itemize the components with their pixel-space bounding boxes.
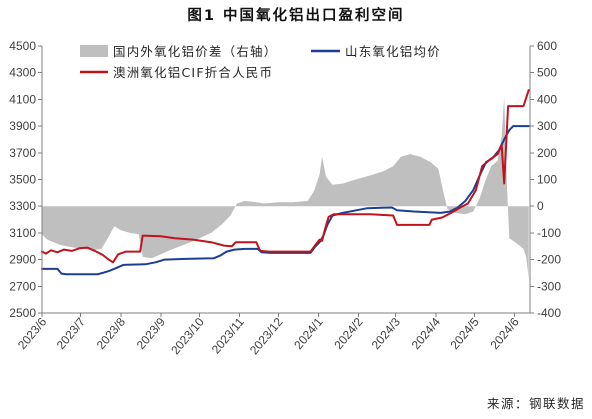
y-right-tick-label: -300 [537,279,561,293]
legend-swatch-spread [80,45,108,57]
shandong-avg-price-line [41,125,530,276]
y-left-tick-label: 4100 [9,92,36,106]
y-left-tick-label: 4300 [9,66,36,80]
y-right-tick-label: 100 [537,173,557,187]
y-right-tick-label: 600 [537,39,557,53]
y-right-tick-label: -400 [537,306,561,320]
spread-area [42,96,529,279]
y-left-tick-label: 2900 [9,253,36,267]
australia-cif-rmb-line [41,89,530,264]
y-right-tick-label: -200 [537,253,561,267]
legend-label-australia-cif: 澳洲氧化铝CIF折合人民币 [113,65,273,80]
y-right-tick-label: 500 [537,66,557,80]
y-right-tick-label: 200 [537,146,557,160]
y-right-tick-label: 0 [537,199,544,213]
y-right-tick-label: 400 [537,92,557,106]
y-left-tick-label: 2500 [9,306,36,320]
legend-label-spread: 国内外氧化铝价差（右轴） [113,44,277,59]
legend-label-shandong-price: 山东氧化铝均价 [345,44,441,59]
y-left-tick-label: 4500 [9,39,36,53]
plot-area [41,89,530,279]
y-left-tick-label: 2700 [9,279,36,293]
y-left-tick-label: 3900 [9,119,36,133]
y-left-tick-label: 3500 [9,173,36,187]
y-left-tick-label: 3700 [9,146,36,160]
y-right-tick-label: 300 [537,119,557,133]
chart-title: 图1 中国氧化铝出口盈利空间 [187,6,404,24]
y-right-tick-label: -100 [537,226,561,240]
y-left-tick-label: 3100 [9,226,36,240]
source-note: 来源：钢联数据 [487,396,585,411]
y-left-tick-label: 3300 [9,199,36,213]
legend: 国内外氧化铝价差（右轴） 山东氧化铝均价 澳洲氧化铝CIF折合人民币 [80,44,441,80]
